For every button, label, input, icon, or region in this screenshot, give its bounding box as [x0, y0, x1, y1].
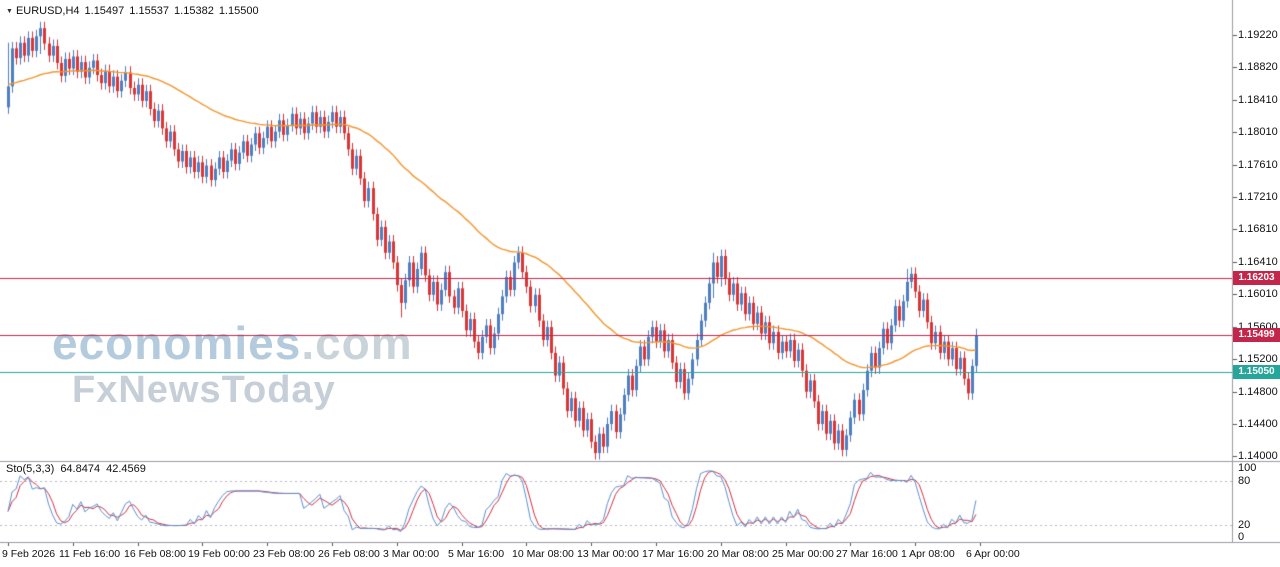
close-value: 1.15500	[218, 5, 259, 17]
symbol-dropdown-icon[interactable]: ▼	[6, 8, 13, 15]
low-value: 1.15382	[174, 5, 214, 17]
symbol-timeframe: EURUSD,H4	[15, 5, 80, 17]
indicator-name: Sto(5,3,3)	[6, 463, 55, 475]
high-value: 1.15537	[129, 5, 170, 17]
chart-title: ▼ EURUSD,H4 1.15497 1.15537 1.15382 1.15500	[6, 5, 259, 17]
indicator-signal-value: 42.4569	[106, 463, 146, 475]
open-value: 1.15497	[84, 5, 125, 17]
indicator-main-value: 64.8474	[60, 463, 101, 475]
indicator-title: Sto(5,3,3) 64.8474 42.4569	[6, 463, 146, 475]
